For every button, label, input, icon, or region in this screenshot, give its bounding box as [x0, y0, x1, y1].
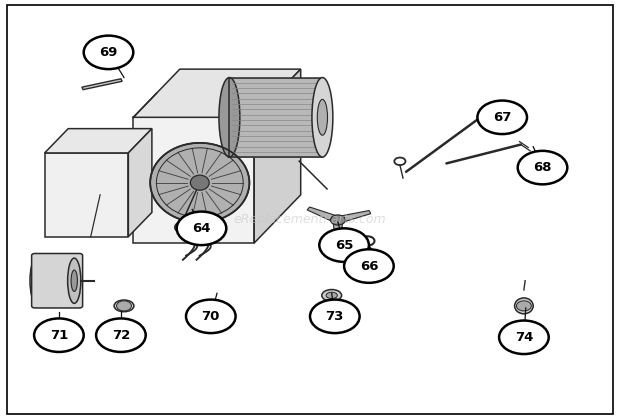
- Circle shape: [499, 321, 549, 354]
- Circle shape: [177, 212, 226, 245]
- Text: 68: 68: [533, 161, 552, 174]
- Circle shape: [330, 215, 345, 225]
- Ellipse shape: [219, 78, 240, 157]
- Circle shape: [319, 228, 369, 262]
- Circle shape: [518, 151, 567, 184]
- Text: 71: 71: [50, 328, 68, 342]
- Ellipse shape: [322, 290, 342, 301]
- Polygon shape: [229, 78, 322, 157]
- Polygon shape: [333, 220, 343, 243]
- Circle shape: [186, 300, 236, 333]
- Circle shape: [477, 101, 527, 134]
- Circle shape: [516, 301, 531, 311]
- Text: eReplacementParts.com: eReplacementParts.com: [234, 213, 386, 227]
- Polygon shape: [128, 129, 152, 237]
- Text: 72: 72: [112, 328, 130, 342]
- Text: 67: 67: [493, 111, 512, 124]
- Polygon shape: [45, 129, 152, 153]
- Polygon shape: [133, 69, 301, 117]
- Circle shape: [34, 318, 84, 352]
- Polygon shape: [133, 117, 254, 243]
- Text: 64: 64: [192, 222, 211, 235]
- Text: 65: 65: [335, 238, 353, 252]
- Circle shape: [310, 300, 360, 333]
- Ellipse shape: [150, 143, 249, 222]
- Polygon shape: [336, 210, 371, 223]
- Polygon shape: [82, 79, 122, 90]
- Polygon shape: [307, 207, 340, 223]
- Text: 66: 66: [360, 259, 378, 273]
- Text: 74: 74: [515, 331, 533, 344]
- Ellipse shape: [317, 99, 327, 135]
- Ellipse shape: [68, 258, 81, 303]
- Circle shape: [96, 318, 146, 352]
- Ellipse shape: [326, 292, 337, 298]
- Polygon shape: [254, 69, 301, 243]
- Ellipse shape: [30, 259, 42, 302]
- Text: 69: 69: [99, 46, 118, 59]
- Ellipse shape: [312, 78, 333, 157]
- Ellipse shape: [190, 175, 209, 190]
- Ellipse shape: [515, 298, 533, 314]
- Ellipse shape: [114, 300, 134, 312]
- Circle shape: [117, 301, 131, 311]
- Polygon shape: [45, 153, 128, 237]
- Text: 73: 73: [326, 310, 344, 323]
- FancyBboxPatch shape: [32, 253, 82, 308]
- Ellipse shape: [71, 270, 78, 292]
- Circle shape: [344, 249, 394, 283]
- Text: 70: 70: [202, 310, 220, 323]
- Circle shape: [84, 36, 133, 69]
